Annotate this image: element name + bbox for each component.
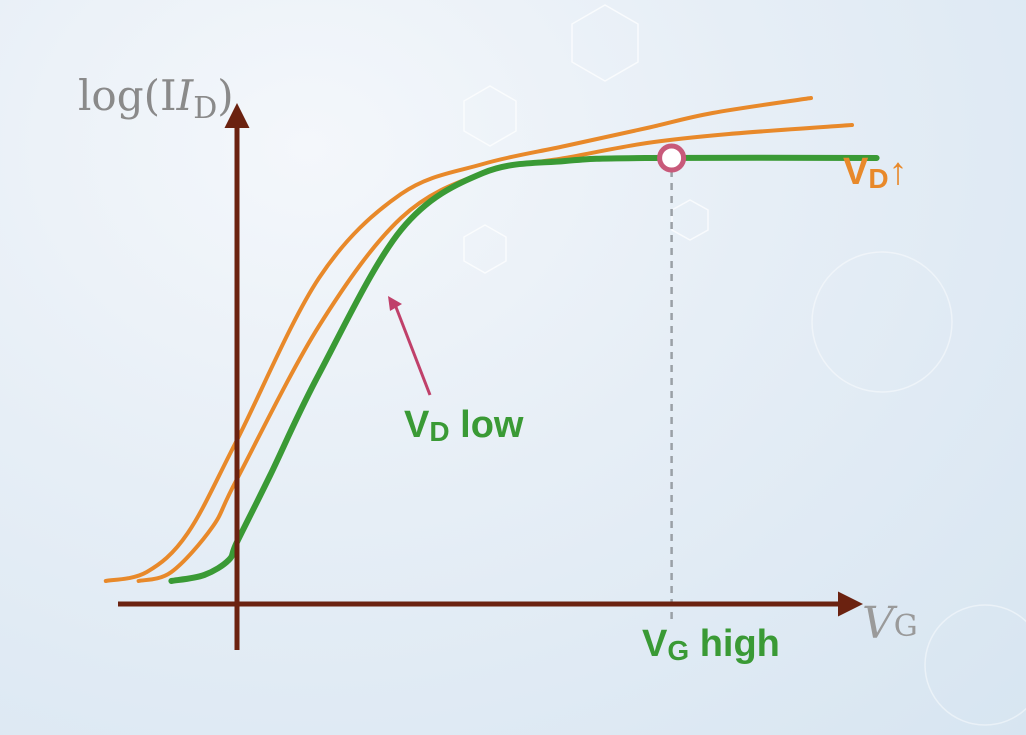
vd-low-label: VD low <box>404 404 524 447</box>
y-axis-label: log(IID) <box>78 71 234 126</box>
series-line-3 <box>168 154 880 584</box>
vd-low-pointer-arrowhead <box>388 296 402 311</box>
curve-group <box>103 96 880 584</box>
series-line-1 <box>103 96 813 583</box>
vd-low-pointer-arrow <box>392 301 432 396</box>
series-line-2 <box>136 123 854 583</box>
background-decoration <box>463 4 1026 726</box>
operating-point-marker <box>657 143 687 173</box>
vg-high-label: VG high <box>642 623 780 666</box>
vd-up-label: VD↑ <box>843 151 908 194</box>
x-axis-label: VG <box>862 598 918 649</box>
